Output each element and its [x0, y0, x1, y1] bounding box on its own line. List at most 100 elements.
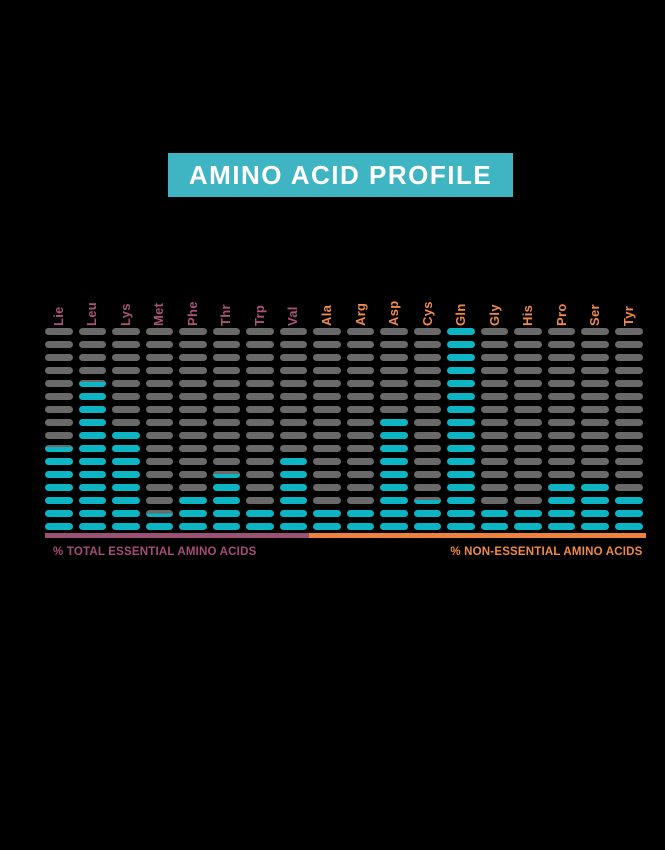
segment-pill [78, 458, 107, 465]
column-label-tyr: Tyr [620, 305, 636, 326]
segment-pill [179, 523, 207, 530]
segment-pill [346, 380, 375, 387]
segment-pill [413, 497, 442, 504]
segment-pill [45, 341, 73, 348]
segment-pill [246, 497, 274, 504]
segment-pill [45, 406, 73, 413]
segment-pill [145, 510, 174, 517]
segment-pill [212, 484, 241, 491]
segment-pill [413, 393, 442, 400]
segment-pill [547, 523, 576, 530]
segment-pill [615, 484, 643, 491]
segment-pill [45, 328, 73, 335]
segment-pill [615, 471, 643, 478]
segment-pill [380, 367, 408, 374]
segment-pill [480, 406, 509, 413]
column-label-lie: Lie [50, 306, 66, 326]
segment-pill [179, 341, 207, 348]
chart-title-banner: AMINO ACID PROFILE [168, 153, 513, 197]
segment-pill [313, 510, 341, 517]
segment-pill [447, 393, 475, 400]
segment-pill [212, 497, 241, 504]
segment-pill [547, 419, 576, 426]
segment-pill [413, 471, 442, 478]
segment-pill [480, 523, 509, 530]
segment-pill [112, 523, 140, 530]
segment-pill [145, 484, 174, 491]
column-label-trp: Trp [251, 304, 267, 326]
segment-pill [514, 445, 542, 452]
segment-pill [514, 432, 542, 439]
segment-pill [246, 406, 274, 413]
segment-pill [514, 354, 542, 361]
segment-pill [413, 458, 442, 465]
segment-pill [145, 380, 174, 387]
column-label-lys: Lys [117, 303, 133, 326]
segment-pill [246, 354, 274, 361]
segment-pill [112, 419, 140, 426]
segment-pill [179, 419, 207, 426]
segment-pill [112, 328, 140, 335]
segment-pill [547, 406, 576, 413]
segment-pill [581, 341, 609, 348]
segment-pill [581, 393, 609, 400]
segment-pill [581, 497, 609, 504]
segment-pill [212, 354, 241, 361]
column-label-phe: Phe [184, 301, 200, 326]
segment-pill [313, 445, 341, 452]
segment-pill [380, 328, 408, 335]
segment-pill [547, 458, 576, 465]
segment-pill [413, 406, 442, 413]
segment-pill [581, 471, 609, 478]
segment-pill [581, 406, 609, 413]
column-label-ala: Ala [318, 304, 334, 326]
segment-pill [145, 445, 174, 452]
segment-pill [615, 497, 643, 504]
segment-pill [112, 445, 140, 452]
essential-axis-line [45, 533, 310, 538]
segment-pill [313, 393, 341, 400]
segment-pill [212, 419, 241, 426]
segment-pill [145, 432, 174, 439]
segment-pill [346, 328, 375, 335]
segment-pill [313, 432, 341, 439]
segment-pill [212, 432, 241, 439]
segment-pill [615, 354, 643, 361]
segment-pill [447, 380, 475, 387]
segment-pill [581, 328, 609, 335]
segment-pill [45, 419, 73, 426]
segment-pill [145, 497, 174, 504]
column-label-gly: Gly [486, 304, 502, 326]
segment-pill [547, 510, 576, 517]
segment-pill [112, 354, 140, 361]
segment-pill [615, 393, 643, 400]
segment-pill [447, 471, 475, 478]
segment-pill [78, 523, 107, 530]
segment-pill [547, 471, 576, 478]
segment-pill [480, 510, 509, 517]
segment-pill [179, 445, 207, 452]
segment-pill [279, 354, 308, 361]
segment-pill [514, 328, 542, 335]
segment-pill [447, 458, 475, 465]
column-label-arg: Arg [352, 302, 368, 326]
segment-pill [45, 458, 73, 465]
column-label-leu: Leu [84, 301, 100, 326]
segment-pill [447, 341, 475, 348]
segment-pill [246, 419, 274, 426]
column-label-gln: Gln [453, 303, 469, 326]
segment-pill [615, 341, 643, 348]
segment-pill [45, 354, 73, 361]
segment-pill [380, 445, 408, 452]
segment-pill [514, 393, 542, 400]
segment-pill [279, 497, 308, 504]
segment-pill [313, 328, 341, 335]
segment-pill [246, 523, 274, 530]
segment-pill [279, 406, 308, 413]
essential-legend-label: % TOTAL ESSENTIAL AMINO ACIDS [53, 546, 257, 558]
segment-pill [480, 445, 509, 452]
segment-pill [447, 406, 475, 413]
segment-pill [615, 432, 643, 439]
segment-pill [313, 471, 341, 478]
segment-pill [480, 354, 509, 361]
